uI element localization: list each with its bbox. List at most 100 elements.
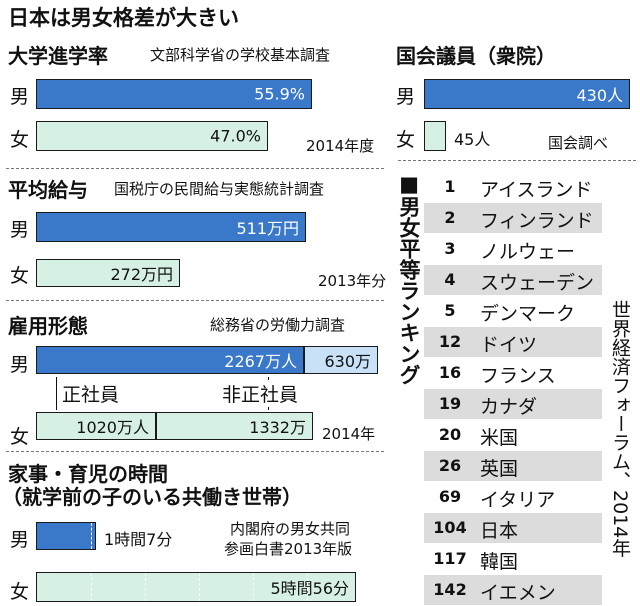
female-label: 女: [10, 426, 30, 448]
rank-country: イエメン: [480, 582, 556, 604]
separator: [6, 168, 384, 169]
legend-nonregular: 非正社員: [220, 380, 301, 407]
value-label: 630万: [324, 352, 371, 371]
value-label: 45人: [454, 130, 491, 149]
ranking-row: 12 ドイツ: [424, 327, 602, 357]
ranking-title: ■男女平等ランキング: [396, 172, 422, 385]
rank-country: フランス: [480, 365, 556, 387]
hour-divider: [91, 573, 92, 601]
male-label: 男: [10, 219, 30, 241]
rank-number: 2: [444, 208, 456, 227]
female-label: 女: [10, 265, 30, 287]
rank-country: ドイツ: [480, 334, 538, 356]
bar-female: [424, 121, 446, 151]
ranking-row: 1 アイスランド: [424, 172, 602, 202]
male-label: 男: [10, 354, 30, 376]
rank-country: 韓国: [480, 551, 519, 573]
panel-title: 平均給与: [8, 178, 88, 202]
bar-female: 5時間56分: [36, 572, 356, 602]
rank-number: 4: [444, 270, 456, 289]
rank-number: 19: [438, 394, 462, 413]
separator: [398, 160, 636, 161]
ranking-bullet-icon: ■: [397, 172, 421, 196]
rank-number: 142: [433, 580, 467, 599]
legend-tick-regular: [56, 377, 57, 410]
bar-female-regular: 1020万人: [36, 412, 156, 440]
hour-divider: [91, 523, 92, 549]
rank-country: カナダ: [480, 396, 538, 418]
value-label: 47.0%: [210, 126, 261, 146]
rank-country: ノルウェー: [480, 241, 576, 263]
legend-regular: 正社員: [60, 380, 122, 407]
ranking-row: 26 英国: [424, 451, 602, 481]
panel-source: 国会調べ: [548, 134, 609, 152]
rank-country: スウェーデン: [480, 272, 595, 294]
rank-number: 20: [438, 425, 462, 444]
panel-note: 2013年分: [318, 272, 387, 290]
panel-title: 雇用形態: [8, 314, 88, 338]
value-label: 55.9%: [254, 84, 305, 104]
ranking-row: 3 ノルウェー: [424, 234, 602, 264]
rank-country: 日本: [480, 520, 519, 542]
rank-number: 5: [444, 301, 456, 320]
rank-country: 英国: [480, 458, 519, 480]
panel-title: 家事・育児の時間: [8, 462, 168, 486]
female-label: 女: [10, 129, 30, 151]
rank-number: 26: [438, 456, 462, 475]
value-label: 1020万人: [76, 418, 149, 437]
panel-source: 国税庁の民間給与実態統計調査: [114, 180, 325, 198]
panel-title: 大学進学率: [8, 44, 108, 68]
ranking-row: 20 米国: [424, 420, 602, 450]
panel-source: 総務省の労働力調査: [210, 316, 346, 334]
separator: [6, 300, 384, 301]
value-label: 272万円: [110, 265, 173, 284]
ranking-row: 69 イタリア: [424, 482, 602, 512]
panel-source-2: 参画白書2013年版: [224, 540, 353, 558]
value-label: 1時間7分: [104, 530, 173, 549]
main-title: 日本は男女格差が大きい: [8, 6, 239, 30]
rank-number: 3: [444, 239, 456, 258]
rank-country: デンマーク: [480, 303, 576, 325]
hour-divider: [145, 573, 146, 601]
bar-female-nonregular: 1332万: [156, 412, 313, 440]
male-label: 男: [10, 529, 30, 551]
female-label: 女: [396, 129, 416, 151]
value-label: 430人: [576, 86, 623, 105]
panel-note: 2014年: [322, 425, 376, 443]
bar-male-nonregular: 630万: [304, 346, 378, 374]
value-label: 1332万: [249, 418, 306, 437]
panel-subtitle: （就学前の子のいる共働き世帯）: [2, 485, 302, 509]
hour-divider: [199, 573, 200, 601]
ranking-row: 16 フランス: [424, 358, 602, 388]
rank-number: 69: [438, 487, 462, 506]
panel-note: 2014年度: [306, 137, 375, 155]
rank-number: 1: [444, 177, 456, 196]
female-label: 女: [10, 581, 30, 603]
ranking-row: 104 日本: [424, 513, 602, 543]
bar-male: 55.9%: [36, 79, 312, 109]
rank-number: 16: [438, 363, 462, 382]
rank-number: 104: [433, 518, 467, 537]
ranking-row: 4 スウェーデン: [424, 265, 602, 295]
male-label: 男: [10, 86, 30, 108]
bar-female: 47.0%: [36, 121, 268, 151]
value-label: 5時間56分: [270, 579, 349, 598]
bar-male: 430人: [424, 79, 630, 109]
separator: [6, 451, 384, 452]
ranking-source: 世界経済フォーラム、2014年: [609, 300, 631, 558]
rank-country: イタリア: [480, 489, 556, 511]
rank-number: 12: [438, 332, 462, 351]
ranking-title-text: 男女平等ランキング: [397, 196, 421, 385]
value-label: 511万円: [236, 219, 299, 238]
ranking-row: 117 韓国: [424, 544, 602, 574]
ranking-row: 2 フィンランド: [424, 203, 602, 233]
bar-male: 511万円: [36, 212, 306, 242]
value-label: 2267万人: [224, 352, 297, 371]
male-label: 男: [396, 86, 416, 108]
rank-number: 117: [433, 549, 467, 568]
rank-country: フィンランド: [480, 210, 594, 232]
panel-source: 内閣府の男女共同: [230, 520, 351, 538]
panel-source: 文部科学省の学校基本調査: [150, 46, 331, 64]
rank-country: 米国: [480, 427, 519, 449]
ranking-row: 142 イエメン: [424, 575, 602, 605]
